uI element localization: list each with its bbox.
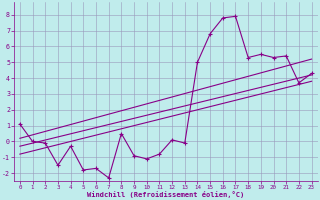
X-axis label: Windchill (Refroidissement éolien,°C): Windchill (Refroidissement éolien,°C) — [87, 191, 244, 198]
